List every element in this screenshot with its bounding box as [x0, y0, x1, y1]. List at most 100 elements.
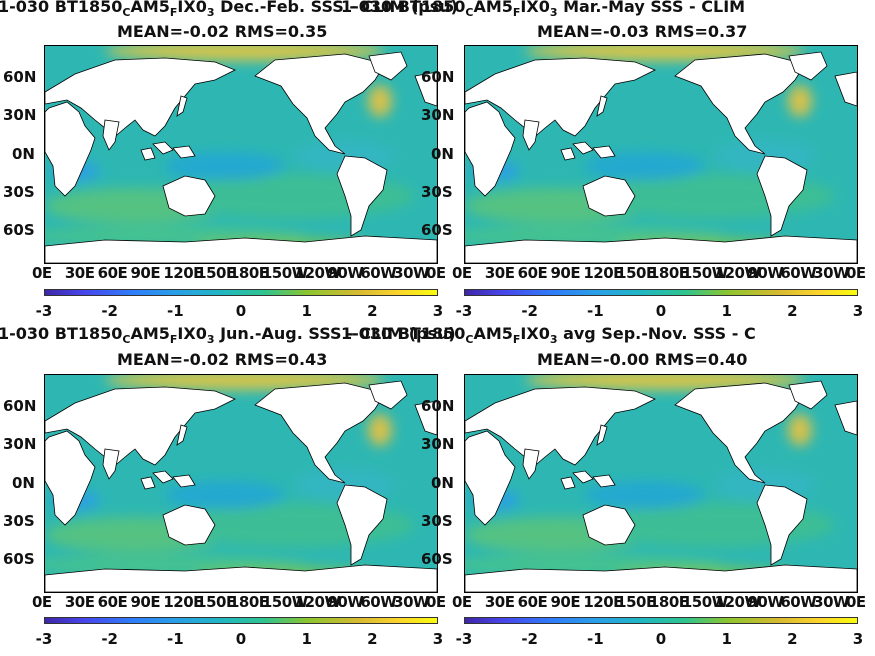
lon-label: 0E	[426, 264, 446, 282]
lon-label: 0E	[452, 593, 472, 611]
lat-label: 0N	[12, 474, 35, 492]
lon-label: 150W	[261, 264, 308, 282]
colorbar-tick-label: 1	[301, 302, 312, 320]
lon-label: 120W	[714, 593, 761, 611]
lon-label: 180E	[649, 264, 689, 282]
colorbar-tick-label: -2	[101, 630, 118, 648]
colorbar-tick-label: -1	[586, 630, 604, 648]
colorbar-tick-label: 0	[235, 302, 247, 320]
lon-label: 150E	[196, 593, 236, 611]
colorbar-tick-label: 1	[721, 630, 732, 648]
lon-label: 90W	[747, 593, 784, 611]
lat-label: 30N	[3, 106, 37, 124]
lon-label: 90E	[550, 593, 581, 611]
lon-label: 120E	[583, 264, 623, 282]
colorbar-tick-label: -3	[35, 630, 53, 648]
colorbar	[44, 617, 438, 624]
colorbar-tick-label: 2	[787, 302, 798, 320]
colorbar-tick-label: 0	[655, 302, 667, 320]
lat-label: 60S	[421, 550, 453, 568]
lon-label: 150E	[616, 593, 656, 611]
lat-label: 60N	[421, 68, 455, 86]
map-frame	[44, 45, 438, 264]
lon-label: 180E	[649, 593, 689, 611]
colorbar	[464, 617, 858, 624]
lat-label: 60N	[421, 397, 455, 415]
lat-label: 30S	[421, 183, 453, 201]
colorbar-tick-label: 2	[787, 630, 798, 648]
lon-label: 0E	[452, 264, 472, 282]
panel-stats: MEAN=-0.02 RMS=0.43	[117, 350, 328, 369]
colorbar-tick-label: -2	[101, 302, 118, 320]
lon-label: 150W	[681, 593, 728, 611]
colorbar-tick-label: -3	[35, 302, 53, 320]
lat-label: 30S	[3, 512, 35, 530]
ocean-map	[465, 375, 857, 592]
lat-label: 0N	[12, 145, 35, 163]
lon-label: 0E	[32, 264, 52, 282]
lat-label: 60S	[3, 221, 35, 239]
lon-label: 30E	[484, 264, 515, 282]
colorbar-tick-label: -1	[166, 302, 184, 320]
lon-label: 30E	[64, 264, 95, 282]
lat-label: 60N	[3, 397, 37, 415]
lon-label: 60W	[360, 264, 397, 282]
colorbar-tick-label: 2	[367, 302, 378, 320]
colorbar-tick-label: 3	[852, 302, 864, 320]
lon-label: 120W	[294, 264, 341, 282]
lat-label: 0N	[431, 474, 454, 492]
lon-label: 90E	[130, 593, 161, 611]
lon-label: 30W	[393, 264, 430, 282]
lat-label: 30S	[3, 183, 35, 201]
lon-label: 30W	[393, 593, 430, 611]
lon-label: 30E	[484, 593, 515, 611]
lon-label: 120W	[714, 264, 761, 282]
colorbar-tick-label: -3	[455, 302, 473, 320]
colorbar-tick-label: 0	[235, 630, 247, 648]
lon-label: 90E	[550, 264, 581, 282]
colorbar-tick-label: 0	[655, 630, 667, 648]
lon-label: 120E	[163, 593, 203, 611]
lat-label: 30N	[421, 435, 455, 453]
lat-label: 30S	[421, 512, 453, 530]
colorbar-tick-label: -3	[455, 630, 473, 648]
lat-label: 60S	[3, 550, 35, 568]
panel-stats: MEAN=-0.03 RMS=0.37	[537, 22, 748, 41]
lon-label: 90W	[747, 264, 784, 282]
lon-label: 0E	[32, 593, 52, 611]
colorbar-tick-label: -1	[166, 630, 184, 648]
panel-title: 1-030 BT1850CAM5FIX03 avg Sep.-Nov. SSS …	[341, 324, 756, 347]
colorbar-tick-label: 2	[367, 630, 378, 648]
lon-label: 60W	[780, 264, 817, 282]
lon-label: 60E	[97, 593, 128, 611]
lat-label: 30N	[421, 106, 455, 124]
lon-label: 150W	[261, 593, 308, 611]
lon-label: 0E	[846, 593, 866, 611]
colorbar-tick-label: 1	[721, 302, 732, 320]
lon-label: 120E	[583, 593, 623, 611]
colorbar-tick-label: -1	[586, 302, 604, 320]
lon-label: 30W	[813, 593, 850, 611]
lat-label: 60S	[421, 221, 453, 239]
colorbar-tick-label: 3	[852, 630, 864, 648]
lon-label: 30W	[813, 264, 850, 282]
lon-label: 180E	[229, 593, 269, 611]
lon-label: 180E	[229, 264, 269, 282]
lon-label: 60E	[97, 264, 128, 282]
lon-label: 90W	[327, 593, 364, 611]
lon-label: 30E	[64, 593, 95, 611]
panel-stats: MEAN=-0.02 RMS=0.35	[117, 22, 328, 41]
colorbar	[464, 289, 858, 296]
lon-label: 120W	[294, 593, 341, 611]
lat-label: 30N	[3, 435, 37, 453]
colorbar-tick-label: 3	[432, 630, 444, 648]
colorbar-tick-label: 1	[301, 630, 312, 648]
colorbar-tick-label: -2	[521, 302, 538, 320]
lon-label: 0E	[846, 264, 866, 282]
lon-label: 150W	[681, 264, 728, 282]
lon-label: 60W	[780, 593, 817, 611]
map-frame	[44, 374, 438, 593]
lat-label: 0N	[431, 145, 454, 163]
lon-label: 120E	[163, 264, 203, 282]
